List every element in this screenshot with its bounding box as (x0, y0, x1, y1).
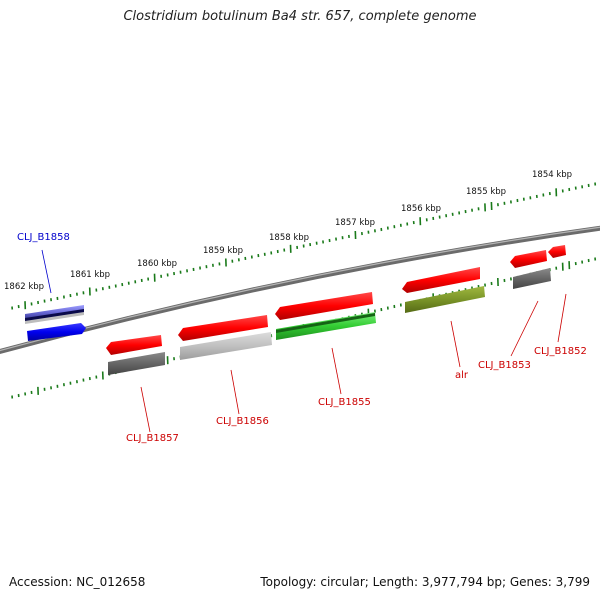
feature-bar-gray (25, 312, 84, 324)
feature-bar-lightgray (180, 332, 272, 360)
gene-label-clj-b1852: CLJ_B1852 (534, 346, 587, 357)
gene-arrow-red (510, 250, 547, 268)
gene-label-clj-b1857: CLJ_B1857 (126, 433, 179, 444)
genome-summary-text: Topology: circular; Length: 3,977,794 bp… (260, 575, 590, 589)
label-leaders (41, 249, 567, 433)
scale-labels: 1862 kbp 1861 kbp 1860 kbp 1859 kbp 1858… (4, 170, 572, 292)
gene-clj-b1858[interactable] (25, 305, 86, 341)
map-title: Clostridium botulinum Ba4 str. 657, comp… (123, 9, 477, 24)
scale-label: 1859 kbp (203, 246, 243, 256)
gene-clj-b1852[interactable] (548, 245, 566, 258)
scale-label: 1854 kbp (532, 170, 572, 180)
feature-bar-darkgray (108, 352, 165, 375)
gene-clj-b1855[interactable] (275, 292, 376, 340)
scale-label: 1855 kbp (466, 187, 506, 197)
gene-label-clj-b1853: CLJ_B1853 (478, 360, 531, 371)
gene-label-clj-b1858: CLJ_B1858 (17, 232, 70, 243)
gene-label-clj-b1856: CLJ_B1856 (216, 416, 269, 427)
gene-clj-b1853[interactable] (510, 250, 551, 289)
scale-label: 1861 kbp (70, 270, 110, 280)
gene-alr[interactable] (402, 267, 485, 313)
gene-clj-b1857[interactable] (106, 335, 165, 375)
gene-arrow-red (178, 315, 268, 341)
accession-text: Accession: NC_012658 (9, 575, 146, 589)
gene-arrow-blue (27, 323, 86, 341)
gene-label-alr: alr (455, 370, 469, 381)
scale-label: 1858 kbp (269, 233, 309, 243)
gene-arrow-red (275, 292, 373, 320)
feature-bar-darkgray (513, 268, 551, 289)
scale-label: 1862 kbp (4, 282, 44, 292)
feature-bar-olive (405, 286, 485, 313)
scale-label: 1856 kbp (401, 204, 441, 214)
scale-outer (11, 182, 597, 310)
gene-arrow-red (106, 335, 162, 355)
gene-labels: CLJ_B1858 CLJ_B1857 CLJ_B1856 CLJ_B1855 … (17, 232, 587, 444)
feature-bar-purple (25, 305, 84, 319)
feature-bar-darkgreen (276, 313, 375, 333)
gene-arrow-red (548, 245, 566, 258)
gene-arrow-red (402, 267, 480, 293)
scale-label: 1860 kbp (137, 259, 177, 269)
gene-clj-b1856[interactable] (178, 315, 272, 360)
gene-label-clj-b1855: CLJ_B1855 (318, 397, 371, 408)
scale-label: 1857 kbp (335, 218, 375, 228)
